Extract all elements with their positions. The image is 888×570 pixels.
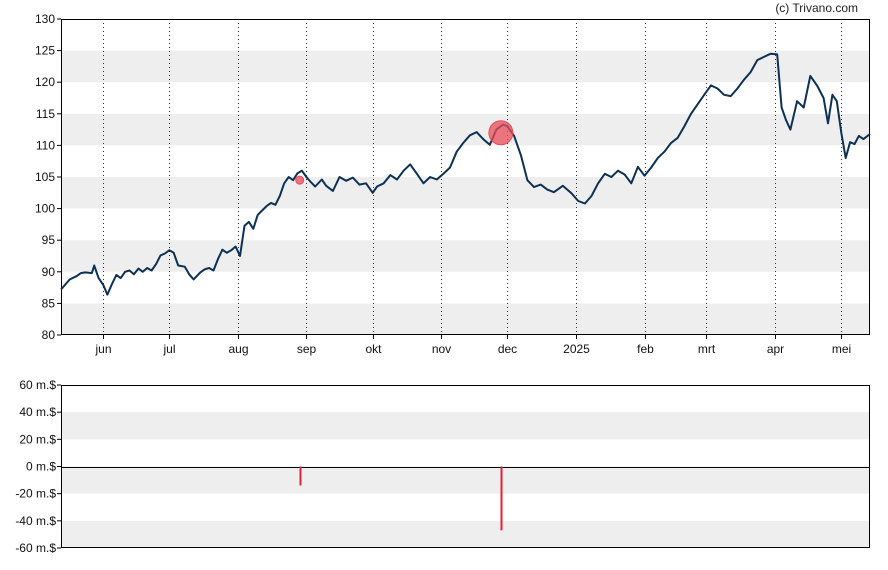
volume-y-tick-label: -20 m.$ [15, 487, 56, 501]
price-panel-frame [61, 19, 870, 335]
price-y-tick-label: 85 [42, 296, 56, 310]
x-tick-label: dec [498, 342, 517, 356]
price-grid-band [61, 177, 870, 209]
volume-y-tick-label: 60 m.$ [19, 378, 56, 392]
x-tick-label: mrt [698, 342, 716, 356]
price-y-tick-label: 130 [35, 12, 55, 26]
price-line [60, 52, 871, 296]
x-tick-label: sep [297, 342, 317, 356]
price-y-tick-label: 120 [35, 75, 55, 89]
price-grid-band [61, 50, 870, 83]
event-marker [295, 175, 305, 185]
price-y-tick-label: 100 [35, 202, 55, 216]
price-y-tick-label: 125 [35, 44, 55, 58]
price-y-tick-label: 90 [42, 265, 56, 279]
event-marker [488, 120, 514, 146]
x-tick-label: jun [94, 342, 111, 356]
copyright-label: (c) Trivano.com [775, 1, 858, 15]
volume-y-tick-label: 0 m.$ [26, 460, 56, 474]
price-grid-band [61, 240, 870, 272]
volume-y-tick-label: 40 m.$ [19, 405, 56, 419]
volume-y-tick-label: -40 m.$ [15, 514, 56, 528]
volume-grid-band [61, 520, 870, 548]
price-y-tick-label: 115 [36, 107, 55, 121]
x-tick-label: okt [365, 342, 382, 356]
x-tick-label: apr [767, 342, 784, 356]
price-y-tick-label: 95 [42, 233, 56, 247]
price-y-tick-label: 80 [42, 328, 56, 342]
price-grid-band [61, 303, 870, 335]
volume-y-tick-label: -60 m.$ [15, 541, 56, 555]
price-y-tick-label: 110 [36, 138, 55, 152]
volume-grid-band [61, 466, 870, 494]
x-tick-label: nov [432, 342, 451, 356]
x-tick-label: mei [832, 342, 851, 356]
volume-panel-frame [61, 385, 870, 548]
volume-y-tick-label: 20 m.$ [19, 432, 56, 446]
x-tick-label: feb [637, 342, 654, 356]
x-tick-label: 2025 [563, 342, 590, 356]
x-tick-label: jul [162, 342, 175, 356]
volume-grid-band [61, 412, 870, 440]
price-y-tick-label: 105 [35, 170, 55, 184]
x-tick-label: aug [228, 342, 248, 356]
